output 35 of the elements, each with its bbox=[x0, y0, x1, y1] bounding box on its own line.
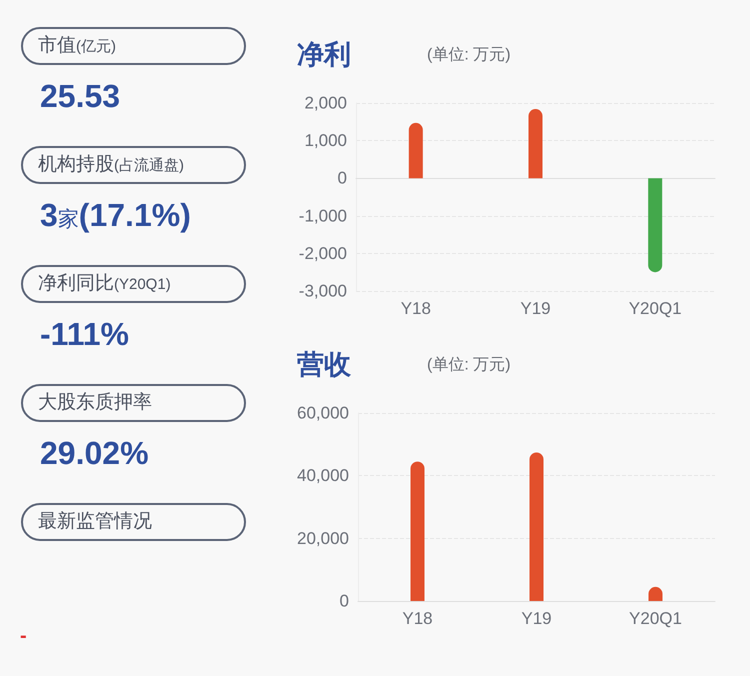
y-tick-label: 60,000 bbox=[297, 404, 349, 422]
text: 市值(亿元) bbox=[38, 35, 116, 56]
text: 净利同比(Y20Q1) bbox=[38, 273, 171, 294]
y-tick-label: -3,000 bbox=[298, 282, 347, 300]
y-tick-label: -2,000 bbox=[298, 244, 347, 263]
bar bbox=[528, 109, 542, 178]
y-tick-label: -1,000 bbox=[298, 206, 347, 226]
x-tick-label: Y20Q1 bbox=[628, 299, 682, 318]
chart-subtitle: (单位: 万元) bbox=[427, 46, 511, 64]
bar bbox=[530, 452, 544, 601]
text: - bbox=[20, 625, 27, 647]
x-tick-label: Y20Q1 bbox=[629, 609, 682, 628]
x-tick-label: Y18 bbox=[400, 299, 431, 318]
text: 25.53 bbox=[40, 78, 120, 114]
text: 最新监管情况 bbox=[38, 511, 152, 532]
y-tick-label: 0 bbox=[338, 168, 347, 188]
x-tick-label: Y19 bbox=[521, 609, 552, 628]
text: 大股东质押率 bbox=[38, 392, 152, 413]
bar bbox=[410, 462, 424, 601]
text: 29.02% bbox=[40, 435, 149, 471]
chart-subtitle: (单位: 万元) bbox=[427, 356, 511, 374]
y-tick-label: 40,000 bbox=[297, 466, 349, 486]
text: 3家(17.1%) bbox=[40, 197, 191, 233]
chart-title: 净利 bbox=[297, 40, 351, 70]
text: -111% bbox=[40, 316, 129, 352]
chart-title: 营收 bbox=[296, 350, 352, 380]
y-tick-label: 1,000 bbox=[304, 131, 347, 150]
y-tick-label: 2,000 bbox=[304, 94, 347, 112]
bar bbox=[648, 178, 662, 272]
x-tick-label: Y19 bbox=[520, 299, 551, 318]
y-tick-label: 20,000 bbox=[297, 528, 349, 548]
text: 机构持股(占流通盘) bbox=[38, 154, 184, 175]
x-tick-label: Y18 bbox=[402, 609, 433, 628]
y-tick-label: 0 bbox=[340, 592, 349, 610]
bar bbox=[408, 122, 423, 178]
